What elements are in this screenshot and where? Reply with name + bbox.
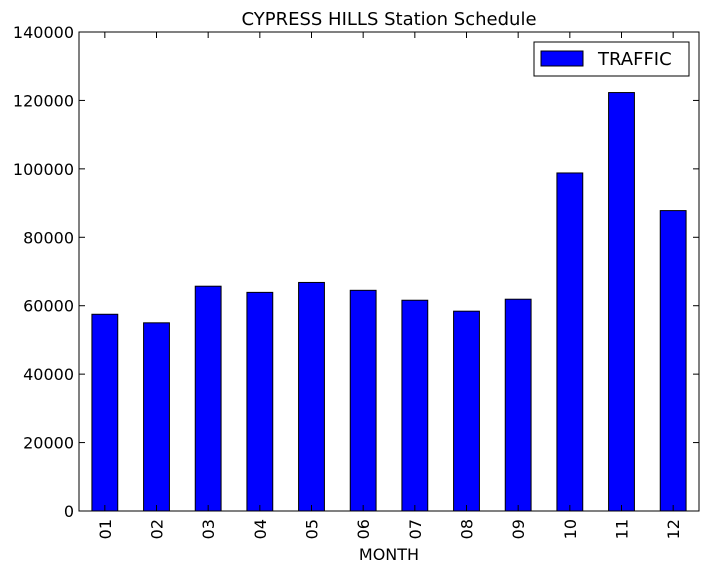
bar-01 (91, 313, 119, 512)
x-tick-label-08: 08 (458, 519, 477, 539)
bar-06 (349, 289, 377, 512)
y-tick-label-140000: 140000 (13, 23, 74, 42)
bar-10 (556, 172, 584, 512)
x-tick-label-09: 09 (509, 519, 528, 539)
x-tick-label-12: 12 (664, 519, 683, 539)
y-tick-label-100000: 100000 (13, 160, 74, 179)
x-tick-label-04: 04 (251, 519, 270, 539)
y-tick-label-120000: 120000 (13, 91, 74, 110)
y-tick-label-40000: 40000 (23, 365, 74, 384)
bar-05 (298, 281, 325, 512)
bar-11 (608, 92, 635, 512)
x-tick-label-05: 05 (303, 519, 322, 539)
y-tick-label-20000: 20000 (23, 434, 74, 453)
plot-frame (78, 31, 700, 512)
bar-12 (659, 210, 687, 512)
x-tick-label-10: 10 (561, 519, 580, 539)
x-tick-label-07: 07 (406, 519, 425, 539)
bar-08 (453, 310, 480, 512)
legend-label-traffic: TRAFFIC (597, 49, 672, 70)
y-tick-label-60000: 60000 (23, 297, 74, 316)
bar-09 (504, 298, 532, 512)
y-tick-label-80000: 80000 (23, 228, 74, 247)
bars-group (91, 92, 687, 512)
y-tick-label-0: 0 (64, 502, 74, 521)
x-tick-label-02: 02 (148, 519, 167, 539)
x-axis: 01 02 03 04 05 06 07 08 09 10 11 12 (96, 32, 683, 539)
x-tick-label-03: 03 (199, 519, 218, 539)
chart-title: CYPRESS HILLS Station Schedule (241, 9, 536, 30)
bar-07 (401, 299, 429, 512)
x-tick-label-06: 06 (354, 519, 373, 539)
legend: TRAFFIC (533, 41, 690, 77)
x-axis-label: MONTH (359, 545, 419, 564)
bar-03 (194, 285, 222, 512)
y-axis: 0 20000 40000 60000 80000 100000 120000 140000 (13, 23, 699, 521)
x-tick-label-01: 01 (96, 519, 115, 539)
bar-02 (143, 322, 170, 512)
x-tick-label-11: 11 (613, 519, 632, 539)
legend-swatch-traffic (540, 50, 584, 67)
bar-04 (246, 291, 274, 512)
